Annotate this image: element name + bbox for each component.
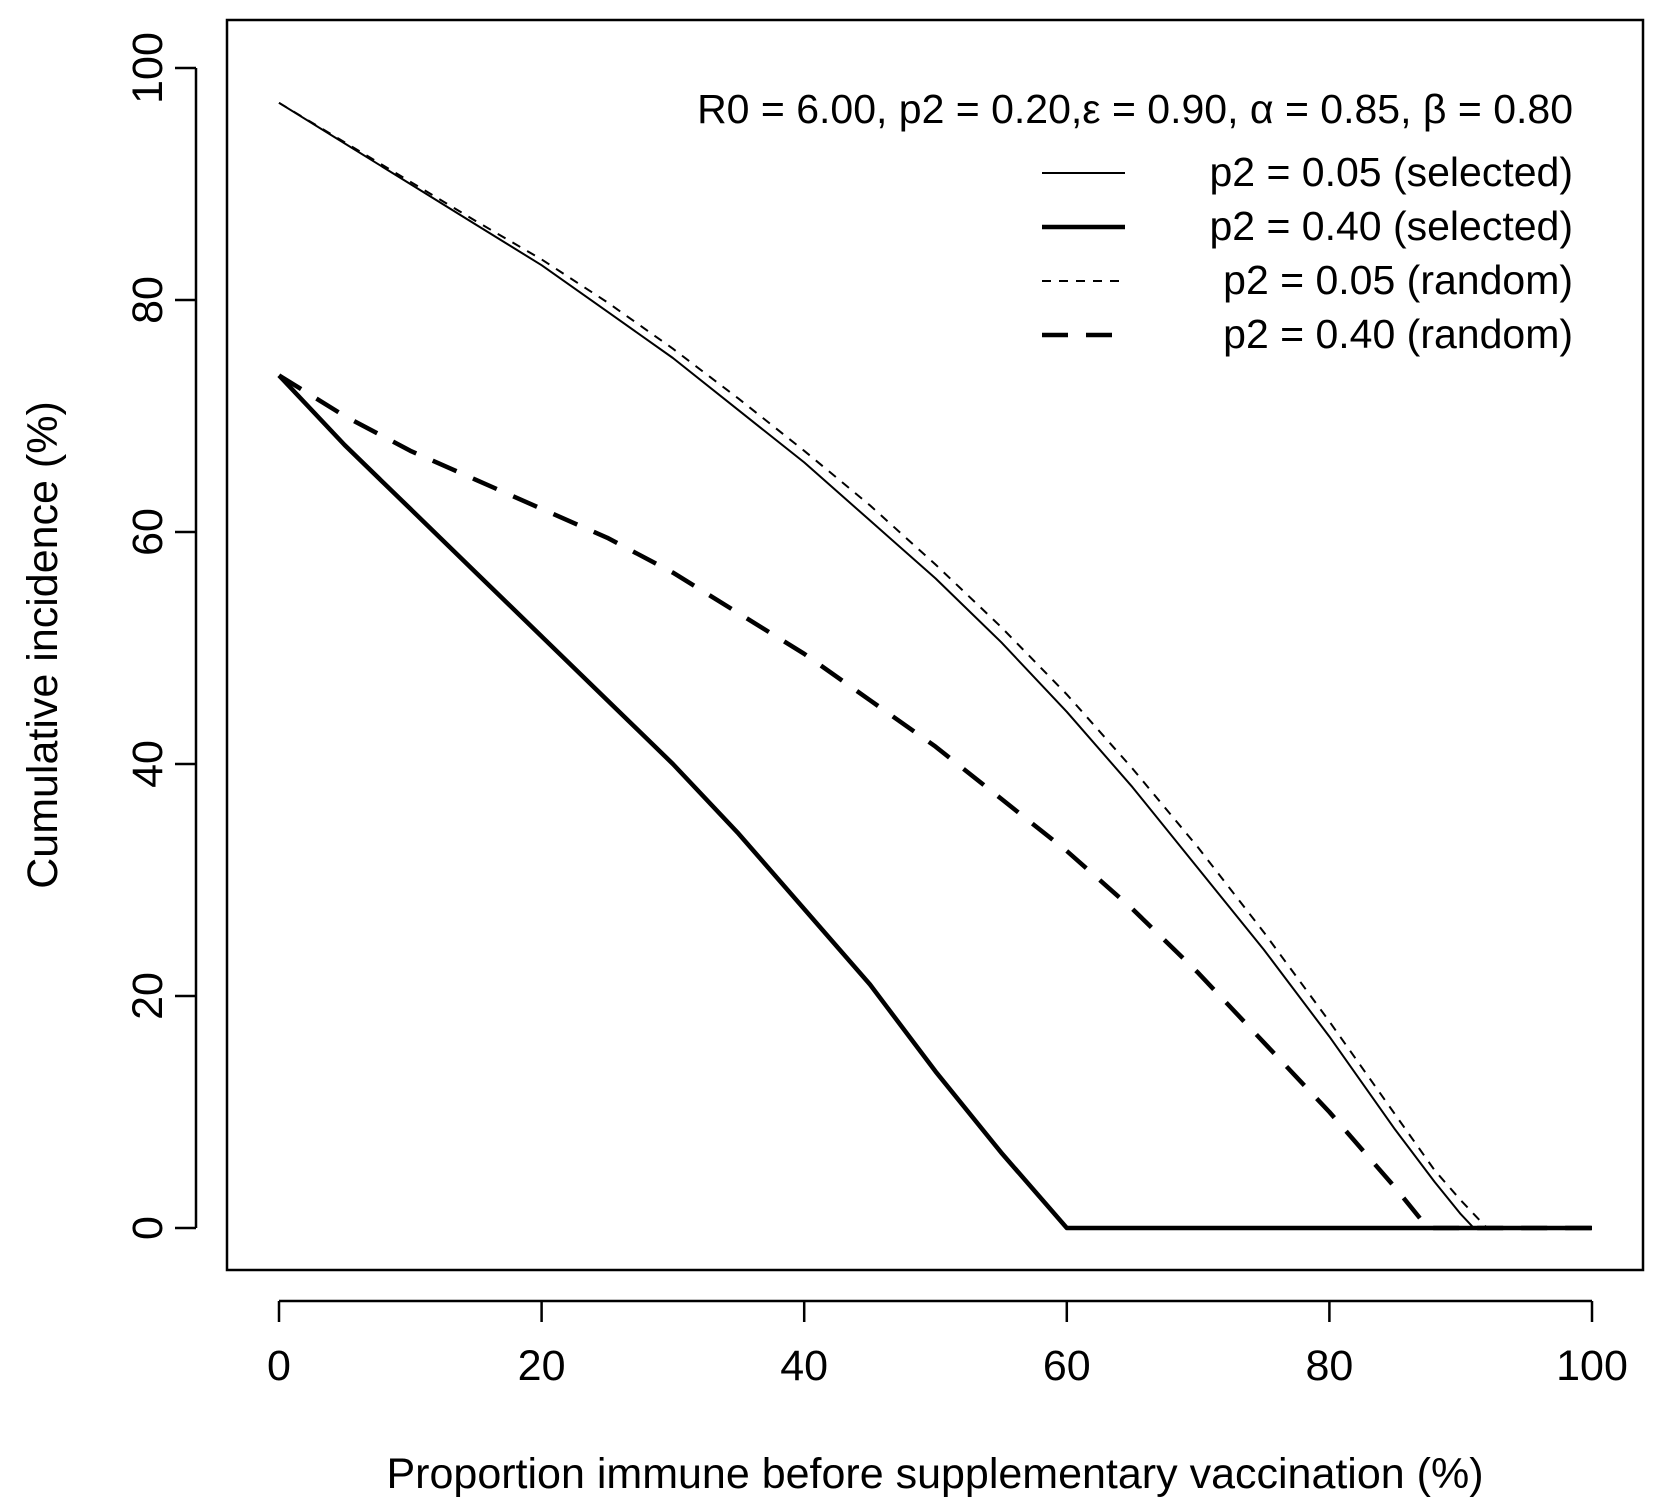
y-tick-label: 20 [124, 972, 172, 1020]
x-tick-label: 20 [518, 1342, 566, 1390]
series-line-4 [277, 373, 1592, 1231]
x-tick-label: 40 [780, 1342, 828, 1390]
legend-label: p2 = 0.05 (random) [1223, 257, 1573, 303]
y-tick-label: 0 [124, 1216, 172, 1240]
y-tick-label: 40 [124, 740, 172, 788]
y-tick-label: 60 [124, 508, 172, 556]
x-tick-label: 0 [267, 1342, 291, 1390]
legend-label: p2 = 0.05 (selected) [1209, 149, 1573, 195]
series-lines [277, 101, 1592, 1231]
legend: p2 = 0.05 (selected) p2 = 0.40 (selected)… [1042, 149, 1573, 357]
legend-label: p2 = 0.40 (random) [1223, 311, 1573, 357]
plot-frame [225, 18, 1645, 1272]
x-tick-label: 100 [1556, 1342, 1628, 1390]
y-axis-title: Cumulative incidence (%) [19, 401, 67, 889]
x-axis-title: Proportion immune before supplementary v… [386, 1450, 1483, 1498]
legend-label: p2 = 0.40 (selected) [1209, 203, 1573, 249]
x-tick-label: 80 [1305, 1342, 1353, 1390]
y-axis: 0 20 40 60 80 100 [124, 32, 198, 1240]
series-line-1 [278, 101, 1592, 1229]
x-tick-label: 60 [1043, 1342, 1091, 1390]
y-tick-label: 80 [124, 276, 172, 324]
annotation-text: R0 = 6.00, p2 = 0.20,ε = 0.90, α = 0.85,… [697, 86, 1573, 132]
x-axis: 0 20 40 60 80 100 [267, 1299, 1628, 1390]
series-line-3 [278, 101, 1592, 1229]
y-tick-label: 100 [124, 32, 172, 104]
series-line-2 [277, 373, 1592, 1231]
